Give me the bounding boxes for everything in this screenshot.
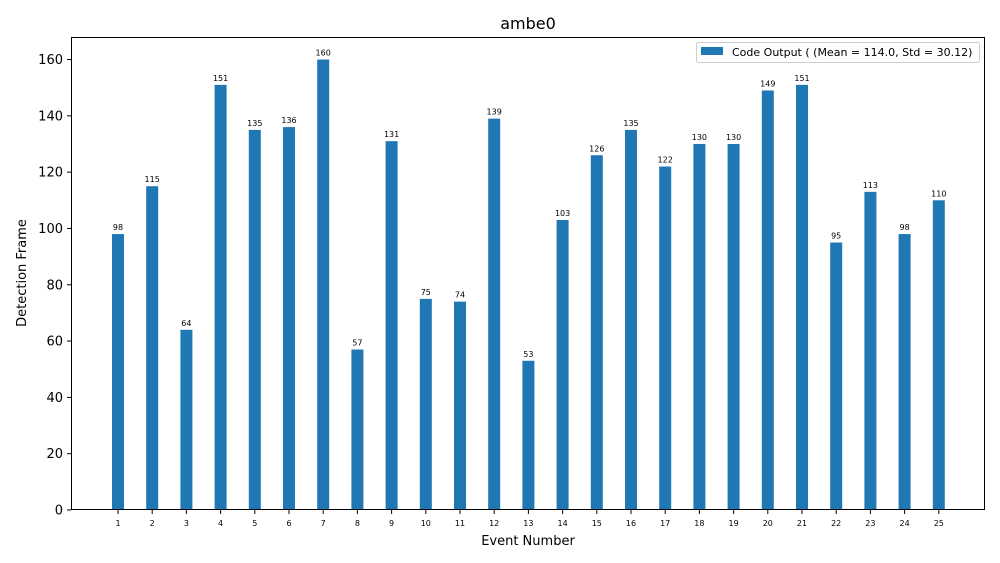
legend-swatch — [701, 47, 723, 55]
bar-value-label: 98 — [900, 223, 910, 232]
bar — [556, 220, 569, 510]
bar-value-label: 53 — [523, 350, 533, 359]
bar-value-label: 131 — [384, 130, 399, 139]
bar — [454, 301, 466, 510]
x-tick-label: 25 — [934, 519, 944, 528]
bar — [761, 90, 774, 510]
x-tick-label: 23 — [865, 519, 875, 528]
bar-value-label: 103 — [555, 209, 570, 218]
bar-value-label: 130 — [692, 133, 707, 142]
x-tick-label: 10 — [421, 519, 431, 528]
x-tick-label: 20 — [763, 519, 773, 528]
x-tick-label: 8 — [355, 519, 360, 528]
y-tick-label: 20 — [46, 447, 63, 462]
x-tick-label: 11 — [455, 519, 465, 528]
bar-value-label: 75 — [421, 288, 431, 297]
legend: Code Output ( (Mean = 114.0, Std = 30.12… — [696, 42, 980, 63]
bar-value-label: 95 — [831, 232, 841, 241]
x-tick-label: 14 — [558, 519, 568, 528]
bar — [351, 349, 364, 510]
x-tick-label: 2 — [150, 519, 155, 528]
y-tick-label: 80 — [46, 278, 63, 293]
x-tick-label: 15 — [592, 519, 602, 528]
bar-value-label: 135 — [247, 119, 262, 128]
bar-value-label: 64 — [181, 319, 191, 328]
bar — [522, 360, 535, 510]
x-tick-label: 4 — [218, 519, 223, 528]
bar — [932, 200, 945, 511]
bar-value-label: 135 — [623, 119, 638, 128]
bar-value-label: 151 — [794, 74, 809, 83]
bar-value-label: 74 — [455, 291, 465, 300]
bar — [898, 234, 911, 511]
x-tick-label: 5 — [252, 519, 257, 528]
x-tick-label: 12 — [489, 519, 499, 528]
chart-title: ambe0 — [500, 14, 556, 33]
bar — [419, 298, 432, 510]
bar-value-label: 110 — [931, 189, 946, 198]
bar — [590, 155, 603, 510]
bar — [830, 242, 843, 510]
bar — [248, 129, 261, 511]
x-tick-label: 6 — [286, 519, 291, 528]
bar — [112, 234, 124, 511]
x-tick-label: 16 — [626, 519, 636, 528]
x-tick-label: 22 — [831, 519, 841, 528]
plot-frame — [71, 37, 985, 510]
x-axis-ticks: 1 2 3 4 5 6 7 8 9 10 11 12 13 14 15 16 17 18 19 20 21 22 23 24 2… — [115, 510, 944, 528]
bar-value-label: 136 — [281, 116, 296, 125]
y-tick-label: 160 — [38, 53, 63, 68]
bar — [214, 84, 227, 510]
y-axis-label: Detection Frame — [15, 219, 30, 327]
x-tick-label: 3 — [184, 519, 189, 528]
y-tick-label: 40 — [46, 391, 63, 406]
x-tick-label: 7 — [321, 519, 326, 528]
bar-value-label: 130 — [726, 133, 741, 142]
bar — [283, 127, 295, 510]
y-axis-ticks: 0 20 40 60 80 100 120 140 160 — [38, 53, 71, 519]
y-tick-label: 100 — [38, 222, 63, 237]
bar — [180, 329, 193, 510]
bar — [659, 166, 672, 510]
bar-value-label: 113 — [863, 181, 878, 190]
y-tick-label: 120 — [38, 166, 63, 181]
bar-value-label: 151 — [213, 74, 228, 83]
x-tick-label: 19 — [729, 519, 739, 528]
bar — [796, 84, 808, 510]
bar — [625, 129, 637, 511]
y-tick-label: 0 — [55, 504, 63, 519]
legend-box — [696, 42, 980, 63]
x-axis-label: Event Number — [481, 534, 575, 549]
bar-value-label: 57 — [352, 339, 362, 348]
bar-value-labels: 98 115 64 151 135 136 160 57 131 75 74 139 53 103 126 1… — [113, 49, 947, 359]
x-tick-label: 1 — [115, 519, 120, 528]
x-tick-label: 21 — [797, 519, 807, 528]
bar-value-label: 98 — [113, 223, 123, 232]
bars-group — [112, 59, 945, 511]
x-tick-label: 13 — [523, 519, 533, 528]
bar-value-label: 126 — [589, 144, 604, 153]
y-tick-label: 140 — [38, 109, 63, 124]
bar-value-label: 122 — [658, 156, 673, 165]
bar-value-label: 139 — [487, 108, 502, 117]
bar — [146, 186, 159, 510]
bar — [488, 118, 501, 511]
legend-label: Code Output ( (Mean = 114.0, Std = 30.12… — [732, 46, 972, 59]
x-tick-label: 24 — [900, 519, 910, 528]
bar-value-label: 160 — [316, 49, 331, 58]
bar — [693, 143, 706, 510]
y-tick-label: 60 — [46, 335, 63, 350]
bar — [864, 191, 877, 510]
bar-value-label: 149 — [760, 79, 775, 88]
bar — [727, 143, 740, 510]
x-tick-label: 17 — [660, 519, 670, 528]
x-tick-label: 9 — [389, 519, 394, 528]
bar — [317, 59, 330, 511]
bar-value-label: 115 — [145, 175, 160, 184]
x-tick-label: 18 — [694, 519, 704, 528]
bar — [385, 141, 398, 511]
